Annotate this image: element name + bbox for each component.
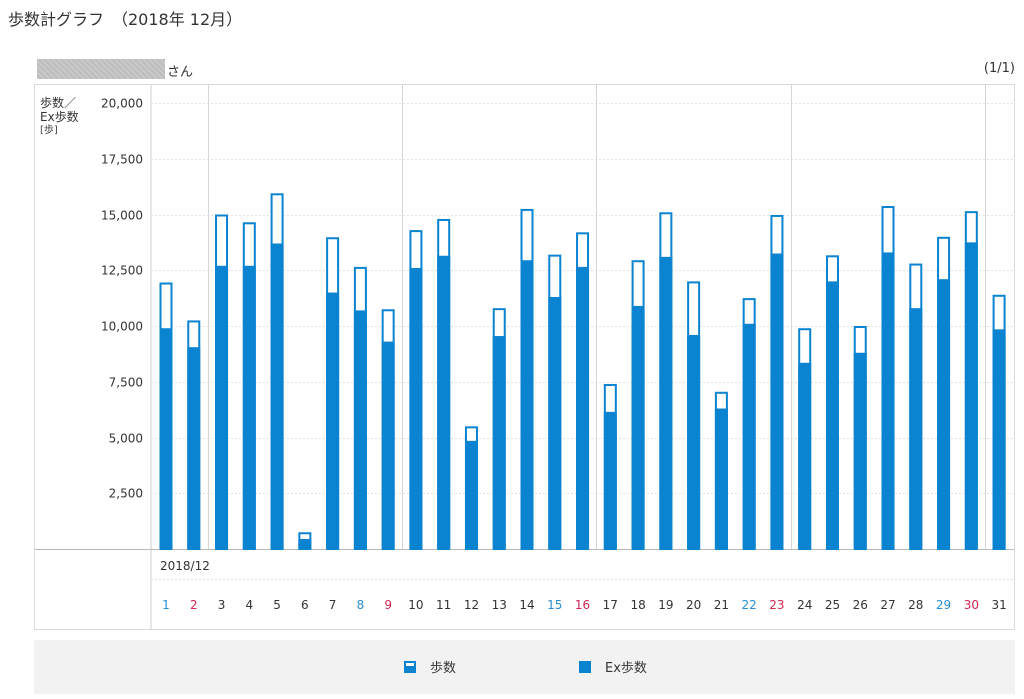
bar-ex-steps <box>548 297 562 549</box>
bar-ex-steps <box>825 281 839 549</box>
x-tick-label: 19 <box>658 598 673 612</box>
y-axis-unit: [歩] <box>40 125 58 136</box>
x-tick-label: 5 <box>273 598 281 612</box>
bar-ex-steps <box>215 265 229 549</box>
y-tick-label: 15,000 <box>101 209 143 223</box>
x-tick-label: 21 <box>714 598 729 612</box>
bar-ex-steps <box>964 242 978 549</box>
x-tick-label: 14 <box>519 598 534 612</box>
x-tick-label: 15 <box>547 598 562 612</box>
x-tick-label: 8 <box>357 598 365 612</box>
bar-ex-steps <box>409 268 423 549</box>
x-tick-label: 17 <box>603 598 618 612</box>
x-tick-label: 13 <box>492 598 507 612</box>
x-tick-label: 3 <box>218 598 226 612</box>
bar-ex-steps <box>242 265 256 549</box>
user-name-suffix: さん <box>167 65 194 80</box>
bar-ex-steps <box>909 308 923 549</box>
bar-ex-steps <box>937 279 951 549</box>
bar-ex-steps <box>326 292 340 549</box>
bar-ex-steps <box>798 362 812 549</box>
legend: 歩数 Ex歩数 <box>34 640 1015 694</box>
bar-ex-steps <box>298 538 312 549</box>
bar-ex-steps <box>187 347 201 549</box>
y-tick-label: 17,500 <box>101 153 143 167</box>
x-tick-label: 23 <box>769 598 784 612</box>
legend-ex-steps-swatch-icon <box>579 661 591 673</box>
redacted-user-name <box>37 59 165 79</box>
user-row: さん (1/1) <box>37 58 1015 80</box>
x-tick-label: 2 <box>190 598 198 612</box>
bar-ex-steps <box>492 336 506 549</box>
bar-ex-steps <box>437 255 451 549</box>
x-tick-label: 20 <box>686 598 701 612</box>
x-tick-label: 6 <box>301 598 309 612</box>
bar-ex-steps <box>742 323 756 549</box>
bar-ex-steps <box>520 260 534 549</box>
y-axis-label: 歩数／ Ex歩数 [歩] <box>40 96 79 138</box>
x-tick-label: 16 <box>575 598 590 612</box>
bar-ex-steps <box>464 440 478 549</box>
bar-ex-steps <box>270 243 284 550</box>
bar-ex-steps <box>687 334 701 549</box>
x-tick-label: 7 <box>329 598 337 612</box>
bar-ex-steps <box>576 266 590 549</box>
x-tick-label: 4 <box>245 598 253 612</box>
legend-steps-label: 歩数 <box>430 661 457 676</box>
legend-item-steps: 歩数 <box>404 657 456 676</box>
bar-ex-steps <box>992 329 1006 549</box>
bar-ex-steps <box>659 256 673 549</box>
bar-ex-steps <box>770 253 784 549</box>
x-tick-label: 30 <box>964 598 979 612</box>
bar-ex-steps <box>353 310 367 549</box>
x-tick-label: 26 <box>853 598 868 612</box>
x-tick-label: 1 <box>162 598 170 612</box>
x-tick-label: 9 <box>384 598 392 612</box>
x-tick-label: 12 <box>464 598 479 612</box>
bar-ex-steps <box>159 328 173 549</box>
x-tick-label: 29 <box>936 598 951 612</box>
bar-ex-steps <box>881 252 895 549</box>
x-tick-label: 27 <box>880 598 895 612</box>
y-tick-label: 2,500 <box>109 487 143 501</box>
x-tick-label: 18 <box>630 598 645 612</box>
page-title: 歩数計グラフ （2018年 12月） <box>8 10 243 29</box>
bar-ex-steps <box>714 408 728 549</box>
bar-ex-steps <box>603 411 617 549</box>
x-month-label: 2018/12 <box>160 559 210 573</box>
x-tick-label: 22 <box>742 598 757 612</box>
bar-ex-steps <box>853 352 867 549</box>
y-tick-label: 7,500 <box>109 376 143 390</box>
bar-ex-steps <box>381 341 395 549</box>
legend-ex-steps-label: Ex歩数 <box>605 661 647 676</box>
y-tick-label: 10,000 <box>101 320 143 334</box>
y-axis-label-line2: Ex歩数 <box>40 110 79 124</box>
y-tick-label: 20,000 <box>101 97 143 111</box>
y-axis-label-line1: 歩数／ <box>40 96 77 110</box>
x-tick-label: 31 <box>991 598 1006 612</box>
x-tick-label: 28 <box>908 598 923 612</box>
x-tick-label: 25 <box>825 598 840 612</box>
page-indicator: (1/1) <box>983 61 1015 76</box>
x-tick-label: 24 <box>797 598 812 612</box>
legend-steps-swatch-icon <box>404 661 416 673</box>
x-tick-label: 10 <box>408 598 423 612</box>
y-tick-label: 12,500 <box>101 264 143 278</box>
y-tick-label: 5,000 <box>109 432 143 446</box>
step-chart: 2,500 5,000 7,500 10,000 12,500 15,000 17,500 2… <box>35 85 1014 630</box>
x-tick-label: 11 <box>436 598 451 612</box>
bar-ex-steps <box>631 305 645 549</box>
legend-item-ex-steps: Ex歩数 <box>579 657 647 676</box>
